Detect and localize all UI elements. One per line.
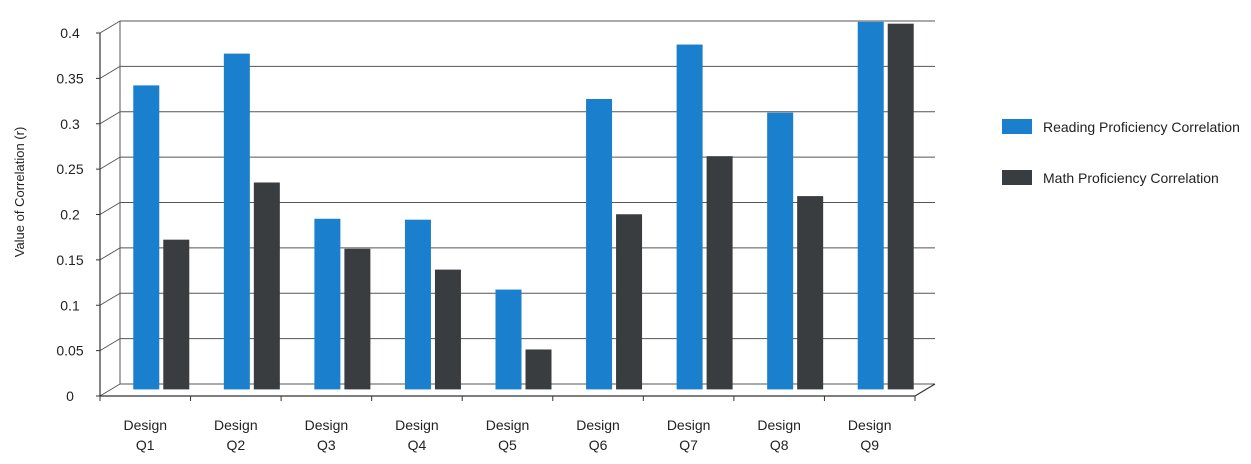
bar-reading-q7 (676, 44, 703, 390)
tick-label-layer: 0 0.05 0.1 0.15 0.2 0.25 0.3 0.35 0.4 Design Q1 Des… (56, 25, 891, 453)
bar-reading-q4 (404, 219, 431, 390)
y-tick-label: 0.3 (60, 116, 80, 132)
x-tick-label: Design Q7 (667, 417, 711, 453)
y-tick-label: 0.2 (60, 207, 80, 223)
bar-reading-q1 (133, 85, 160, 390)
bar-reading-q8 (767, 112, 794, 390)
bar-math-q3 (344, 248, 371, 390)
gridline-depth (99, 338, 121, 352)
bar-reading-q3 (314, 218, 341, 390)
x-tick-label: Design Q8 (757, 417, 801, 453)
gridline-depth (99, 202, 121, 215)
y-tick-label: 0.15 (56, 252, 83, 268)
bar-reading-q6 (586, 99, 613, 390)
x-tick-label: Design Q9 (848, 417, 892, 453)
x-tick-label: Design Q5 (486, 417, 530, 453)
legend: Reading Proficiency Correlation Math Prof… (1002, 119, 1240, 186)
bar-math-q4 (434, 269, 461, 390)
y-tick-label: 0.1 (60, 297, 80, 313)
bar-reading-q2 (223, 53, 250, 390)
x-tick-label: Design Q2 (214, 417, 258, 453)
legend-label-reading: Reading Proficiency Correlation (1043, 119, 1240, 135)
x-tick-label: Design Q4 (395, 417, 439, 453)
gridline-depth (99, 383, 121, 397)
gridline-depth (99, 247, 121, 261)
bar-math-q5 (525, 349, 552, 390)
bar-math-q9 (887, 23, 914, 390)
legend-swatch-reading (1002, 119, 1032, 134)
bar-math-q8 (797, 196, 824, 390)
bar-layer (133, 21, 914, 390)
bar-reading-q9 (857, 21, 884, 390)
bar-math-q2 (253, 182, 280, 390)
gridline-depth (99, 156, 121, 170)
bar-math-q1 (163, 239, 190, 390)
y-tick-label: 0.05 (56, 343, 83, 359)
y-tick-label: 0.4 (60, 25, 80, 41)
y-tick-label: 0.25 (56, 161, 83, 177)
y-tick-label: 0 (66, 388, 74, 404)
y-tick-label: 0.35 (56, 70, 83, 86)
legend-label-math: Math Proficiency Correlation (1043, 170, 1219, 186)
bar-reading-q5 (495, 289, 522, 390)
x-tick-label: Design Q1 (123, 417, 167, 453)
x-tick-label: Design Q6 (576, 417, 620, 453)
bar-math-q6 (616, 214, 643, 390)
y-axis-label: Value of Correlation (r) (12, 127, 27, 258)
gridline-depth (99, 111, 121, 125)
floor-right-edge (914, 383, 936, 397)
x-tick-label: Design Q3 (305, 417, 349, 453)
gridline-depth (99, 20, 121, 34)
legend-swatch-math (1002, 170, 1032, 185)
axis-layer (99, 21, 936, 401)
gridline-depth (99, 65, 121, 79)
gridline-depth (99, 292, 121, 306)
bar-math-q7 (706, 156, 733, 390)
